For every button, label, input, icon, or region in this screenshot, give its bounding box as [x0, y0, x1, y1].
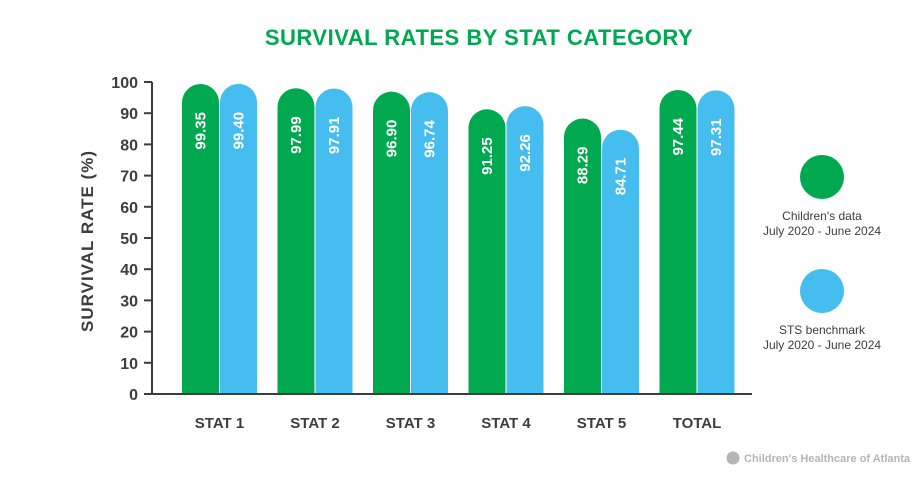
bar-childrens-stat-2	[277, 88, 315, 394]
bar-value-label: 97.99	[288, 116, 305, 154]
bar-value-label: 92.26	[517, 134, 534, 172]
y-tick-label: 10	[120, 356, 138, 373]
bar-value-label: 97.91	[326, 117, 343, 155]
branding-text: Children's Healthcare of Atlanta	[744, 453, 911, 465]
legend-swatch	[800, 155, 844, 199]
bar-group: 99.35 99.40 97.99 97.91 96.90 96.74 91.25 92.26…	[182, 83, 735, 395]
bar-sts-stat-1	[220, 83, 257, 394]
bar-sts-stat-3	[411, 92, 448, 394]
bar-childrens-total	[659, 89, 697, 395]
y-tick-label: 50	[120, 231, 138, 248]
bar-value-label: 99.35	[193, 112, 210, 150]
y-tick-label: 70	[120, 169, 138, 186]
bar-sts-stat-2	[315, 88, 353, 394]
bar-value-label: 84.71	[613, 158, 630, 196]
category-label: TOTAL	[673, 415, 722, 432]
bar-value-label: 91.25	[479, 137, 496, 175]
y-tick-label: 20	[120, 325, 138, 342]
bar-sts-stat-5	[602, 129, 639, 394]
bar-childrens-stat-5	[564, 118, 601, 394]
bar-childrens-stat-4	[468, 109, 506, 395]
legend-label: STS benchmark	[779, 323, 866, 337]
legend-date-range: July 2020 - June 2024	[763, 224, 881, 238]
bar-sts-stat-4	[506, 106, 544, 395]
bar-value-label: 99.40	[231, 112, 248, 150]
bar-sts-total	[697, 90, 735, 395]
y-tick-label: 100	[111, 75, 138, 92]
y-axis-label: SURVIVAL RATE (%)	[78, 150, 97, 332]
chart-title: SURVIVAL RATES BY STAT CATEGORY	[265, 25, 693, 50]
chop-logo-icon	[726, 451, 740, 465]
y-tick-label: 40	[120, 262, 138, 279]
category-labels: STAT 1 STAT 2 STAT 3 STAT 4 STAT 5 TOTAL	[195, 415, 722, 432]
category-label: STAT 5	[577, 415, 626, 432]
bar-value-label: 88.29	[575, 147, 592, 185]
bar-value-label: 96.90	[384, 120, 401, 158]
bar-value-label: 97.44	[670, 117, 687, 155]
legend-label: Children's data	[782, 209, 862, 223]
y-tick-label: 0	[129, 387, 138, 404]
y-tick-label: 80	[120, 137, 138, 154]
legend-date-range: July 2020 - June 2024	[763, 338, 881, 352]
bar-value-label: 96.74	[422, 120, 439, 158]
bar-childrens-stat-3	[373, 91, 410, 394]
category-label: STAT 2	[290, 415, 339, 432]
y-tick-label: 30	[120, 293, 138, 310]
category-label: STAT 4	[481, 415, 531, 432]
y-tick-label: 60	[120, 200, 138, 217]
bar-value-label: 97.31	[708, 118, 725, 156]
category-label: STAT 1	[195, 415, 244, 432]
branding: Children's Healthcare of Atlanta	[726, 451, 911, 465]
category-label: STAT 3	[386, 415, 435, 432]
bar-childrens-stat-1	[182, 84, 219, 394]
y-tick-label: 90	[120, 106, 138, 123]
y-axis-ticks: 0 10 20 30 40 50 60 70 80 90 100	[111, 75, 152, 404]
legend-swatch	[800, 269, 844, 313]
